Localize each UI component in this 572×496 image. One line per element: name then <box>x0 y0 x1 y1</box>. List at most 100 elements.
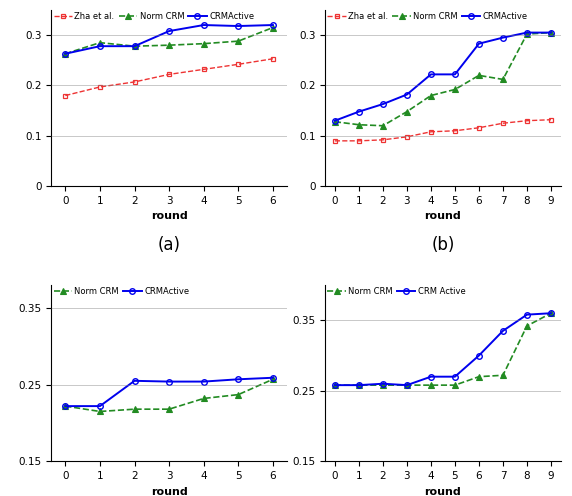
Norm CRM <box>131 406 138 412</box>
Zha et al. <box>62 93 69 99</box>
X-axis label: round: round <box>424 211 461 221</box>
CRMActive <box>235 23 242 29</box>
Zha et al. <box>499 120 506 126</box>
CRM Active <box>403 382 410 388</box>
Norm CRM <box>355 382 362 388</box>
Legend: Zha et al., Norm CRM, CRMActive: Zha et al., Norm CRM, CRMActive <box>327 11 529 22</box>
Norm CRM <box>427 93 434 99</box>
Norm CRM <box>97 40 104 46</box>
Norm CRM <box>475 72 482 78</box>
Norm CRM <box>547 30 554 36</box>
Zha et al. <box>523 118 530 124</box>
Norm CRM <box>200 41 207 47</box>
Norm CRM <box>166 42 173 48</box>
CRM Active <box>547 310 554 316</box>
CRMActive <box>475 41 482 47</box>
Line: Norm CRM: Norm CRM <box>332 310 554 388</box>
Norm CRM <box>499 372 506 378</box>
Norm CRM <box>62 403 69 409</box>
Text: (b): (b) <box>431 236 455 253</box>
Norm CRM <box>331 382 338 388</box>
Norm CRM <box>403 382 410 388</box>
Zha et al. <box>379 137 386 143</box>
Norm CRM <box>200 395 207 401</box>
Zha et al. <box>235 62 242 67</box>
Line: Norm CRM: Norm CRM <box>62 25 276 57</box>
Zha et al. <box>547 117 554 123</box>
CRM Active <box>379 381 386 387</box>
Zha et al. <box>475 125 482 131</box>
CRM Active <box>331 382 338 388</box>
Norm CRM <box>331 119 338 124</box>
CRMActive <box>97 43 104 49</box>
CRMActive <box>355 109 362 115</box>
Zha et al. <box>269 56 276 62</box>
CRMActive <box>97 403 104 409</box>
CRMActive <box>403 92 410 98</box>
Norm CRM <box>235 392 242 398</box>
Norm CRM <box>379 382 386 388</box>
Norm CRM <box>451 86 458 92</box>
CRM Active <box>523 311 530 317</box>
CRMActive <box>62 403 69 409</box>
Norm CRM <box>379 123 386 129</box>
Line: CRMActive: CRMActive <box>62 375 276 409</box>
CRMActive <box>200 22 207 28</box>
Zha et al. <box>451 128 458 134</box>
X-axis label: round: round <box>151 211 188 221</box>
Zha et al. <box>427 129 434 135</box>
CRMActive <box>131 43 138 49</box>
CRMActive <box>499 35 506 41</box>
Legend: Norm CRM, CRMActive: Norm CRM, CRMActive <box>53 286 190 297</box>
Norm CRM <box>403 109 410 115</box>
Line: Norm CRM: Norm CRM <box>62 376 276 414</box>
CRMActive <box>547 30 554 36</box>
Line: CRMActive: CRMActive <box>332 30 554 124</box>
CRM Active <box>475 353 482 359</box>
CRMActive <box>451 71 458 77</box>
CRM Active <box>451 373 458 379</box>
Legend: Zha et al., Norm CRM, CRMActive: Zha et al., Norm CRM, CRMActive <box>53 11 255 22</box>
CRMActive <box>331 118 338 124</box>
CRMActive <box>379 101 386 107</box>
Zha et al. <box>200 66 207 72</box>
Zha et al. <box>331 138 338 144</box>
Line: Zha et al.: Zha et al. <box>63 57 275 98</box>
Norm CRM <box>427 382 434 388</box>
Zha et al. <box>355 138 362 144</box>
Norm CRM <box>269 25 276 31</box>
CRM Active <box>355 382 362 388</box>
CRMActive <box>62 51 69 57</box>
CRMActive <box>200 378 207 384</box>
Zha et al. <box>166 71 173 77</box>
Zha et al. <box>131 79 138 85</box>
CRMActive <box>131 378 138 384</box>
Zha et al. <box>97 84 104 90</box>
Line: CRM Active: CRM Active <box>332 310 554 388</box>
CRM Active <box>427 373 434 379</box>
CRMActive <box>269 375 276 381</box>
CRMActive <box>523 30 530 36</box>
Norm CRM <box>97 409 104 415</box>
Norm CRM <box>62 51 69 57</box>
Norm CRM <box>475 373 482 379</box>
Line: CRMActive: CRMActive <box>62 22 276 57</box>
CRMActive <box>269 22 276 28</box>
Norm CRM <box>166 406 173 412</box>
CRMActive <box>166 378 173 384</box>
Line: Norm CRM: Norm CRM <box>332 30 554 128</box>
Zha et al. <box>403 134 410 140</box>
X-axis label: round: round <box>151 487 188 496</box>
Norm CRM <box>235 38 242 44</box>
Text: (a): (a) <box>158 236 181 253</box>
Norm CRM <box>499 76 506 82</box>
CRMActive <box>235 376 242 382</box>
Norm CRM <box>451 382 458 388</box>
CRMActive <box>166 28 173 34</box>
Norm CRM <box>131 43 138 49</box>
CRMActive <box>427 71 434 77</box>
Line: Zha et al.: Zha et al. <box>332 117 553 143</box>
Norm CRM <box>523 31 530 37</box>
X-axis label: round: round <box>424 487 461 496</box>
Norm CRM <box>547 310 554 316</box>
